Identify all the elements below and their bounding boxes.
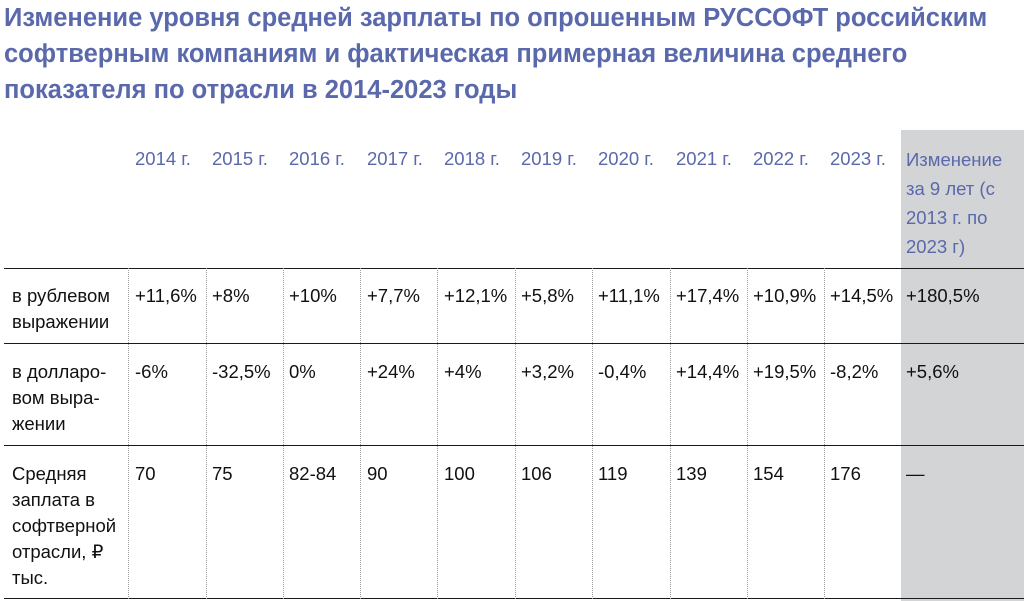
table-cell: +3,2% — [521, 361, 574, 382]
row-divider — [4, 598, 1024, 599]
table-cell: 106 — [521, 463, 552, 484]
table-cell: +11,1% — [598, 285, 660, 306]
page-title: Изменение уровня средней зарплаты по опр… — [4, 4, 988, 104]
column-header: 2023 г. — [830, 148, 886, 169]
table-cell: +12,1% — [444, 285, 508, 306]
table-cell: 119 — [598, 463, 628, 484]
column-divider — [360, 268, 361, 599]
change-column-highlight — [901, 130, 1024, 601]
table-cell: 0% — [289, 361, 316, 382]
column-header-change: Изменение за 9 лет (с 2013 г. по 2023 г) — [906, 149, 1003, 257]
table-cell: +11,6% — [135, 285, 197, 306]
column-header: 2017 г. — [367, 148, 423, 169]
column-divider — [670, 268, 671, 599]
table-cell: +7,7% — [367, 285, 420, 306]
table-cell-change: +180,5% — [906, 285, 980, 306]
table-cell: 75 — [212, 463, 233, 484]
table-cell: -6% — [135, 361, 168, 382]
column-divider — [283, 268, 284, 599]
table-cell: +19,5% — [753, 361, 817, 382]
table-cell: +10,9% — [753, 285, 817, 306]
table-cell: 100 — [444, 463, 475, 484]
column-header: 2018 г. — [444, 148, 500, 169]
table-cell-change: +5,6% — [906, 361, 959, 382]
table-cell: 82-84 — [289, 463, 337, 484]
column-divider — [206, 268, 207, 599]
table-cell: +4% — [444, 361, 482, 382]
column-header: 2021 г. — [676, 148, 732, 169]
table-cell: +8% — [212, 285, 250, 306]
table-cell: 176 — [830, 463, 861, 484]
table-cell: 139 — [676, 463, 707, 484]
table-cell-change: — — [906, 463, 925, 484]
row-divider — [4, 268, 1024, 269]
column-header: 2019 г. — [521, 148, 577, 169]
column-header: 2022 г. — [753, 148, 809, 169]
table-cell: +10% — [289, 285, 337, 306]
row-label: в рублевом выражении — [12, 285, 110, 332]
table-cell: -32,5% — [212, 361, 271, 382]
table-cell: -0,4% — [598, 361, 647, 382]
column-header: 2015 г. — [212, 148, 268, 169]
table-cell: +5,8% — [521, 285, 574, 306]
row-divider — [4, 343, 1024, 344]
column-divider — [747, 268, 748, 599]
table-cell: 70 — [135, 463, 156, 484]
column-divider — [592, 268, 593, 599]
table-cell: +24% — [367, 361, 415, 382]
row-label: Средняя заплата в софтверной отрасли, ₽ … — [12, 463, 117, 588]
column-header: 2020 г. — [598, 148, 654, 169]
table-cell: 154 — [753, 463, 784, 484]
row-label: в долларо-вом выра-жении — [12, 361, 107, 434]
table-cell: +14,4% — [676, 361, 740, 382]
column-header: 2016 г. — [289, 148, 345, 169]
column-header: 2014 г. — [135, 148, 191, 169]
table-cell: +17,4% — [676, 285, 740, 306]
table-cell: -8,2% — [830, 361, 879, 382]
column-divider — [437, 268, 438, 599]
row-divider — [4, 445, 1024, 446]
column-divider — [128, 268, 129, 599]
table-cell: 90 — [367, 463, 388, 484]
column-divider — [515, 268, 516, 599]
table-cell: +14,5% — [830, 285, 894, 306]
column-divider — [824, 268, 825, 599]
